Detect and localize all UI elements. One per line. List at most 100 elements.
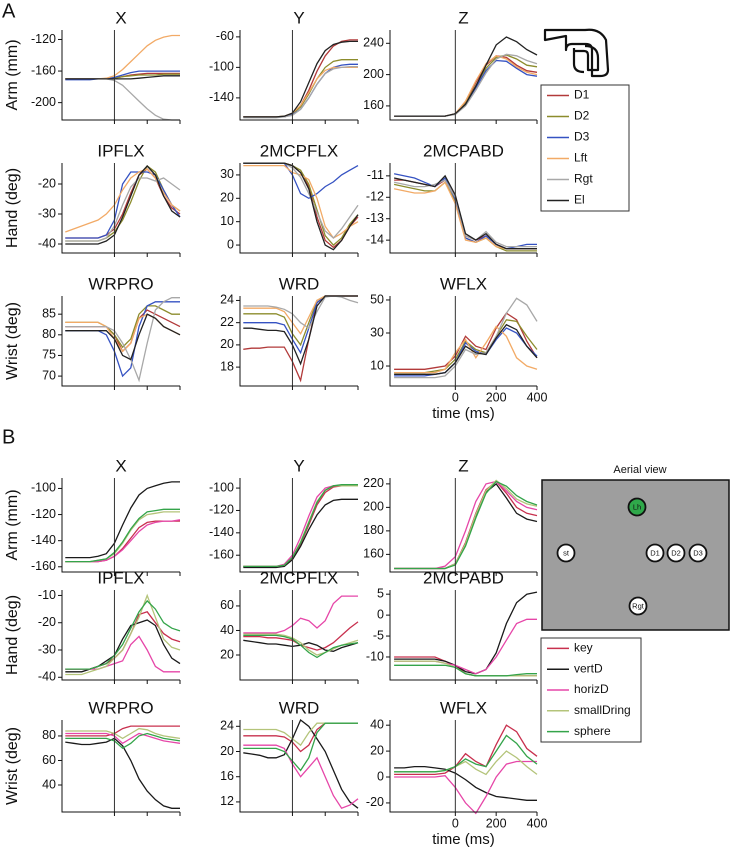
series-line: [243, 744, 359, 809]
series-line: [394, 591, 538, 675]
series-line: [65, 732, 181, 750]
panel-label: B: [2, 426, 15, 448]
y-tick-label: 16: [220, 769, 234, 783]
y-tick-label: 160: [363, 547, 384, 561]
series-line: [394, 55, 538, 117]
y-tick-label: -60: [216, 29, 234, 43]
axes: [239, 163, 358, 254]
series-line: [394, 482, 538, 570]
legend-label: key: [574, 641, 593, 655]
y-tick-label: -160: [31, 559, 56, 573]
y-tick-label: 60: [42, 753, 56, 767]
series-line: [394, 323, 538, 375]
x-tick-label: 400: [527, 390, 548, 404]
series-line: [394, 760, 537, 815]
series-line: [243, 295, 358, 347]
row-label: Wrist (deg): [4, 302, 21, 380]
axes: [61, 720, 180, 813]
axes: [239, 590, 358, 681]
series-line: [243, 484, 358, 568]
y-tick-label: 160: [363, 98, 384, 112]
y-tick-label: 20: [220, 744, 234, 758]
series-line: [394, 312, 538, 370]
x-axis-label: time (ms): [432, 831, 495, 848]
y-tick-label: 40: [370, 717, 384, 731]
aerial-title: Aerial view: [613, 464, 666, 476]
series-line: [393, 173, 537, 250]
series-line: [65, 593, 181, 676]
target: [688, 543, 708, 563]
series-line: [394, 664, 537, 677]
series-line: [243, 722, 358, 772]
y-tick-label: -10: [366, 649, 384, 663]
axes: [239, 296, 358, 387]
y-tick-label: 0: [377, 769, 384, 783]
row-label: Hand (deg): [4, 595, 21, 675]
axes: [61, 30, 180, 121]
subplot-title: WRD: [279, 698, 320, 717]
y-tick-label: -200: [31, 95, 56, 109]
legend-label: El: [574, 193, 585, 207]
series-line: [243, 164, 359, 239]
axes: [61, 590, 180, 681]
y-tick-label: 80: [42, 327, 56, 341]
series-line: [243, 485, 358, 568]
y-tick-label: 40: [42, 777, 56, 791]
subplot-title: X: [115, 8, 126, 27]
series-line: [243, 498, 358, 569]
x-tick-label: 400: [527, 816, 548, 830]
subplot-title: Y: [293, 456, 304, 475]
y-tick-label: 20: [220, 191, 234, 205]
subplot-title: X: [115, 456, 126, 475]
y-tick-label: 24: [220, 293, 234, 307]
y-tick-label: -140: [209, 525, 234, 539]
series-line: [65, 313, 181, 353]
y-tick-label: 85: [42, 306, 56, 320]
y-tick-label: 200: [363, 67, 384, 81]
y-tick-label: 180: [363, 523, 384, 537]
legend-label: sphere: [574, 724, 611, 738]
y-tick-label: -40: [38, 236, 56, 250]
subplot-title: IPFLX: [97, 141, 144, 160]
legend-label: D1: [574, 88, 590, 102]
axes: [239, 478, 358, 573]
series-line: [243, 485, 358, 568]
subplot-title: Z: [458, 456, 468, 475]
series-line: [243, 634, 359, 659]
legend-label: Rgt: [574, 172, 593, 186]
axes: [389, 720, 537, 813]
axes: [239, 720, 358, 813]
subplot-title: Z: [458, 8, 468, 27]
target: [666, 543, 686, 563]
legend-label: horizD: [574, 682, 609, 696]
y-tick-label: -13: [366, 211, 384, 225]
y-tick-label: 30: [370, 325, 384, 339]
target: [628, 596, 648, 616]
series-line: [243, 722, 358, 753]
target: [556, 543, 576, 563]
panel-label: A: [2, 0, 16, 22]
series-line: [65, 508, 180, 563]
axes: [61, 296, 180, 387]
y-tick-label: 0: [227, 237, 234, 251]
series-line: [65, 725, 180, 737]
y-tick-label: -11: [367, 168, 384, 182]
series-line: [393, 174, 537, 250]
y-tick-label: 20: [370, 743, 384, 757]
target-label: D1: [650, 548, 660, 557]
y-tick-label: -120: [31, 32, 56, 46]
axes: [389, 478, 537, 573]
y-tick-label: 20: [220, 337, 234, 351]
axes: [389, 30, 537, 121]
series-line: [243, 40, 358, 118]
y-tick-label: -12: [366, 190, 384, 204]
subplot-title: Y: [293, 8, 304, 27]
series-line: [243, 162, 359, 251]
subplot-title: 2MCPABD: [423, 141, 504, 160]
series-line: [65, 511, 180, 563]
y-tick-label: 75: [42, 348, 56, 362]
y-tick-label: 240: [363, 36, 384, 50]
x-tick-label: 200: [486, 816, 507, 830]
axes: [389, 590, 537, 681]
target-label: D3: [693, 548, 703, 557]
